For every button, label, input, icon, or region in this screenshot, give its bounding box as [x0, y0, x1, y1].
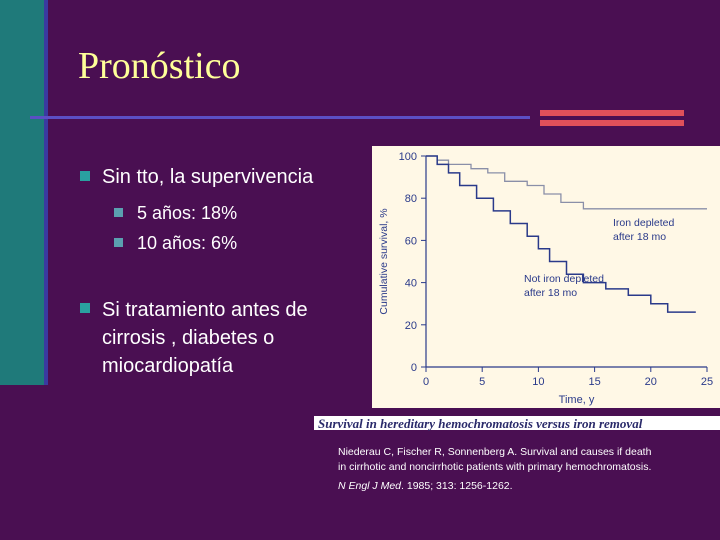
- reference-line-2: in cirrhotic and noncirrhotic patients w…: [338, 461, 652, 473]
- bullet-1-text: Sin tto, la supervivencia: [102, 166, 314, 188]
- decor-bar-top: [540, 110, 684, 116]
- decor-bar-bottom: [540, 120, 684, 126]
- sub-bullet-square-icon: [114, 238, 123, 247]
- bullet-2-line-3: miocardiopatía: [102, 355, 234, 377]
- title-rule: [30, 116, 530, 119]
- y-tick-label-100: 100: [399, 151, 417, 163]
- y-tick-label-60: 60: [405, 235, 417, 247]
- sub-bullet-1-text: 5 años: 18%: [137, 203, 238, 223]
- x-tick-label-15: 15: [588, 376, 600, 388]
- left-accent-edge: [44, 0, 48, 385]
- sub-bullet-square-icon: [114, 208, 123, 217]
- y-tick-label-0: 0: [411, 362, 417, 374]
- bullet-square-icon: [80, 171, 90, 181]
- sub-bullet-1: 5 años: 18%: [114, 203, 237, 224]
- x-tick-label-5: 5: [479, 376, 485, 388]
- reference-line-1: Niederau C, Fischer R, Sonnenberg A. Sur…: [338, 446, 652, 458]
- series-label-0-line-2: after 18 mo: [613, 231, 666, 243]
- bullet-2-line-2: cirrosis , diabetes o: [102, 327, 275, 349]
- figure-caption: Survival in hereditary hemochromatosis v…: [318, 416, 643, 431]
- sub-bullet-2-text: 10 años: 6%: [137, 233, 238, 253]
- bullet-2-line-1: Si tratamiento antes de: [102, 299, 308, 321]
- y-tick-label-40: 40: [405, 278, 417, 290]
- series-label-1-line-2: after 18 mo: [524, 287, 577, 299]
- y-tick-label-80: 80: [405, 193, 417, 205]
- y-axis-label: Cumulative survival, %: [378, 208, 390, 314]
- reference-line-3: N Engl J Med. 1985; 313: 1256-1262.: [338, 479, 718, 494]
- series-label-0-line-1: Iron depleted: [613, 217, 674, 229]
- reference-citation: . 1985; 313: 1256-1262.: [401, 480, 513, 492]
- x-axis-label: Time, y: [559, 394, 595, 406]
- x-tick-label-25: 25: [701, 376, 713, 388]
- series-label-1-line-1: Not iron depleted: [524, 273, 604, 285]
- series-line-iron-depleted: [426, 155, 707, 210]
- reference: Niederau C, Fischer R, Sonnenberg A. Sur…: [338, 445, 718, 494]
- y-tick-label-20: 20: [405, 320, 417, 332]
- x-tick-label-10: 10: [532, 376, 544, 388]
- x-tick-label-20: 20: [645, 376, 657, 388]
- left-accent-bar: [0, 0, 48, 385]
- sub-bullet-2: 10 años: 6%: [114, 233, 237, 254]
- bullet-square-icon: [80, 303, 90, 313]
- survival-chart-svg: 0 20 40 60 80 100 0 5 10 15 20 25 Time, y Cumulative …: [378, 151, 713, 406]
- x-tick-label-0: 0: [423, 376, 429, 388]
- series-line-not-iron-depleted: [426, 155, 696, 313]
- figure-caption-bar: [314, 416, 720, 430]
- survival-chart: 0 20 40 60 80 100 0 5 10 15 20 25 Time, y Cumulative …: [372, 146, 720, 408]
- slide-title: Pronóstico: [78, 45, 241, 87]
- bullet-1: Sin tto, la supervivencia: [80, 166, 313, 189]
- reference-journal: N Engl J Med: [338, 480, 402, 492]
